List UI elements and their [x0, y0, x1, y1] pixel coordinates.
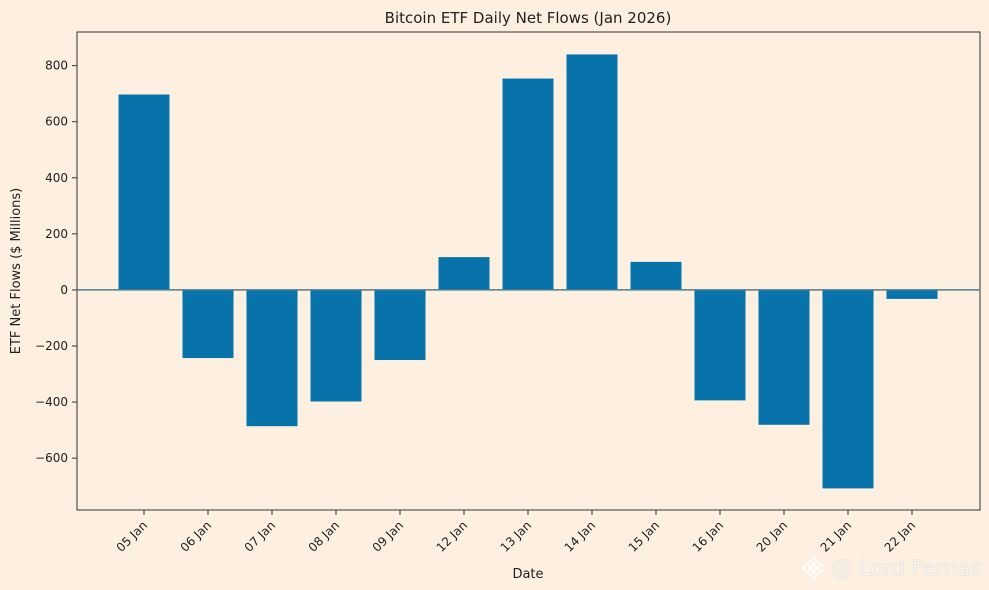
x-tick-label: 09 Jan: [370, 518, 406, 554]
bar-13-jan: [502, 78, 554, 290]
x-tick-label: 07 Jan: [242, 518, 278, 554]
x-tick-label: 08 Jan: [306, 518, 342, 554]
y-tick-label: 400: [45, 171, 68, 185]
bar-15-jan: [630, 261, 682, 290]
bars-group: [118, 54, 938, 489]
x-tick-label: 21 Jan: [818, 518, 854, 554]
x-tick-label: 22 Jan: [882, 518, 918, 554]
binance-logo-icon: [801, 556, 826, 580]
x-tick-label: 06 Jan: [178, 518, 214, 554]
bar-06-jan: [182, 289, 234, 359]
y-axis-ticks: −600 −400 −200 0 200 400 600 800: [35, 59, 77, 465]
x-tick-label: 15 Jan: [626, 518, 662, 554]
x-tick-label: 20 Jan: [754, 518, 790, 554]
bar-21-jan: [822, 289, 874, 489]
bar-07-jan: [246, 289, 298, 427]
y-tick-label: 0: [60, 283, 68, 297]
y-tick-label: −200: [35, 339, 68, 353]
y-tick-label: 800: [45, 59, 68, 73]
x-axis-label: Date: [512, 567, 543, 582]
y-tick-label: 200: [45, 227, 68, 241]
y-tick-label: −400: [35, 395, 68, 409]
watermark-text: @ Lord Fernas: [831, 556, 981, 580]
bar-16-jan: [694, 289, 746, 401]
x-tick-label: 12 Jan: [434, 518, 470, 554]
chart-title: Bitcoin ETF Daily Net Flows (Jan 2026): [385, 9, 672, 27]
bar-12-jan: [438, 257, 490, 290]
x-tick-label: 13 Jan: [498, 518, 534, 554]
bar-22-jan: [886, 289, 938, 299]
y-tick-label: 600: [45, 115, 68, 129]
bar-14-jan: [566, 54, 618, 290]
bar-05-jan: [118, 94, 170, 290]
x-tick-label: 16 Jan: [690, 518, 726, 554]
bar-08-jan: [310, 289, 362, 402]
x-axis-ticks: 05 Jan 06 Jan 07 Jan 08 Jan 09 Jan 12 Jan 13 J…: [114, 510, 918, 555]
bar-20-jan: [758, 289, 810, 425]
y-tick-label: −600: [35, 451, 68, 465]
x-tick-label: 05 Jan: [114, 518, 150, 554]
bar-09-jan: [374, 289, 426, 361]
watermark: @ Lord Fernas: [801, 556, 981, 580]
x-tick-label: 14 Jan: [562, 518, 598, 554]
y-axis-label: ETF Net Flows ($ Millions): [9, 188, 24, 354]
